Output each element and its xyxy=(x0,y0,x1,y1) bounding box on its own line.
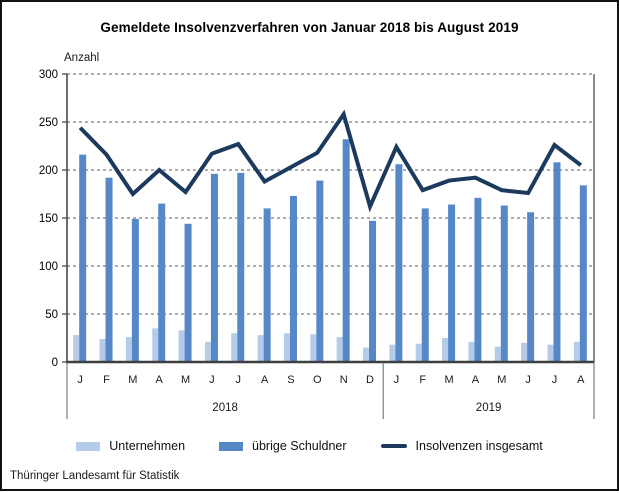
bar-uebrige-schuldner xyxy=(316,180,324,362)
line-swatch-icon xyxy=(380,444,407,448)
month-label: A xyxy=(156,374,164,386)
y-tick-label: 0 xyxy=(52,357,58,369)
month-label: J xyxy=(394,374,400,386)
bar-unternehmen xyxy=(336,337,343,362)
bar-unternehmen xyxy=(204,341,211,362)
month-label: N xyxy=(340,374,348,386)
month-label: A xyxy=(261,374,269,386)
bar-uebrige-schuldner xyxy=(263,208,271,362)
bar-uebrige-schuldner xyxy=(210,173,218,362)
bar-unternehmen xyxy=(99,338,106,362)
bar-unternehmen xyxy=(573,341,580,362)
bar-uebrige-schuldner xyxy=(184,223,192,362)
legend-item-insolvenzen-insgesamt: Insolvenzen insgesamt xyxy=(380,439,543,453)
y-axis-unit-label: Anzahl xyxy=(64,52,100,64)
bar-unternehmen xyxy=(125,337,132,362)
y-tick-label: 50 xyxy=(45,309,58,321)
bar-uebrige-schuldner xyxy=(237,172,245,362)
bar-uebrige-schuldner xyxy=(158,203,166,362)
bar-uebrige-schuldner xyxy=(79,154,87,362)
legend-item-uebrige-schuldner: übrige Schuldner xyxy=(219,439,347,453)
bar-uebrige-schuldner xyxy=(448,204,456,362)
legend-label: übrige Schuldner xyxy=(252,439,347,453)
month-label: J xyxy=(77,374,83,386)
month-label: F xyxy=(103,374,110,386)
month-label: M xyxy=(128,374,137,386)
bar-unternehmen xyxy=(178,330,185,362)
legend-item-unternehmen: Unternehmen xyxy=(76,439,185,453)
bar-uebrige-schuldner xyxy=(527,212,535,362)
month-label: F xyxy=(419,374,426,386)
bar-uebrige-schuldner xyxy=(553,162,561,362)
chart-legend: Unternehmen übrige Schuldner Insolvenzen… xyxy=(2,439,617,453)
bar-unternehmen xyxy=(442,338,449,362)
bar-unternehmen xyxy=(521,342,528,362)
bar-uebrige-schuldner xyxy=(289,195,297,362)
bar-uebrige-schuldner xyxy=(105,177,113,362)
bar-unternehmen xyxy=(547,344,554,362)
month-label: D xyxy=(366,374,374,386)
year-label: 2019 xyxy=(476,402,502,414)
month-label: J xyxy=(209,374,215,386)
bar-unternehmen xyxy=(73,335,80,362)
total-insolvencies-line xyxy=(78,109,583,213)
bar-uebrige-schuldner xyxy=(369,220,377,362)
bar-uebrige-schuldner xyxy=(421,208,429,362)
month-label: M xyxy=(497,374,506,386)
bar-unternehmen xyxy=(494,346,501,362)
legend-label: Insolvenzen insgesamt xyxy=(415,439,543,453)
bar-uebrige-schuldner xyxy=(474,197,482,362)
bar-uebrige-schuldner xyxy=(500,205,508,362)
month-label: A xyxy=(472,374,480,386)
bar-unternehmen xyxy=(310,334,317,362)
bar-uebrige-schuldner xyxy=(579,185,587,362)
y-tick-label: 100 xyxy=(39,261,58,273)
y-tick-label: 300 xyxy=(39,69,58,81)
month-label: M xyxy=(444,374,453,386)
month-label: O xyxy=(313,374,322,386)
bar-unternehmen xyxy=(363,347,370,362)
y-tick-label: 150 xyxy=(39,213,58,225)
bar-unternehmen xyxy=(468,341,475,362)
source-attribution: Thüringer Landesamt für Statistik xyxy=(10,470,180,482)
month-label: M xyxy=(181,374,190,386)
bar-unternehmen xyxy=(257,335,264,362)
year-label: 2018 xyxy=(212,402,238,414)
y-tick-label: 200 xyxy=(39,165,58,177)
y-tick-label: 250 xyxy=(39,117,58,129)
mid-bar-swatch-icon xyxy=(219,441,244,451)
light-bar-swatch-icon xyxy=(76,441,101,451)
bar-uebrige-schuldner xyxy=(131,218,139,362)
month-label: S xyxy=(287,374,294,386)
bar-uebrige-schuldner xyxy=(395,164,403,362)
bar-unternehmen xyxy=(231,333,238,362)
month-label: A xyxy=(577,374,585,386)
month-label: J xyxy=(525,374,531,386)
legend-label: Unternehmen xyxy=(109,439,186,453)
bar-uebrige-schuldner xyxy=(342,139,350,362)
month-label: J xyxy=(552,374,558,386)
month-label: J xyxy=(236,374,242,386)
bar-unternehmen xyxy=(152,328,159,362)
bar-unternehmen xyxy=(283,333,290,362)
bar-unternehmen xyxy=(389,344,396,362)
bar-unternehmen xyxy=(415,343,422,362)
chart-title: Gemeldete Insolvenzverfahren von Januar … xyxy=(100,20,519,35)
